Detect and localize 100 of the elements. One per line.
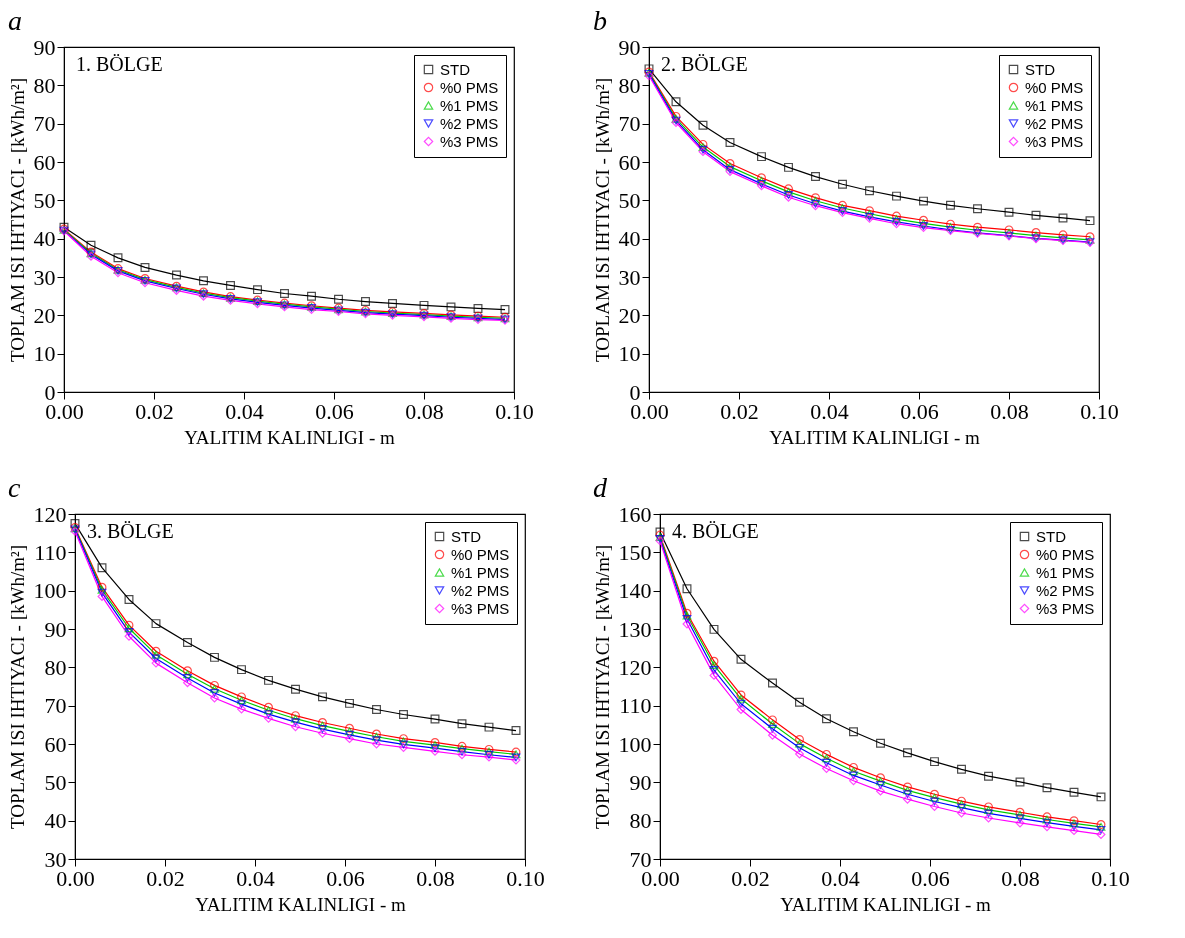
point <box>984 809 993 818</box>
y-tick-label: 80 <box>629 808 652 834</box>
point <box>210 693 219 703</box>
point <box>124 624 134 633</box>
point <box>930 793 939 802</box>
point <box>822 714 831 724</box>
point <box>849 727 858 737</box>
point <box>318 728 327 738</box>
point <box>811 172 820 182</box>
y-tick-label: 10 <box>33 341 56 367</box>
annotation: 3. BÖLGE <box>87 520 174 542</box>
point <box>946 200 955 210</box>
y-tick-label: 70 <box>629 846 652 872</box>
point <box>307 291 316 301</box>
point <box>876 738 885 748</box>
legend-label: %3 PMS <box>451 599 510 617</box>
y-tick-label: 50 <box>33 187 56 213</box>
y-axis-title: TOPLAM ISI IHTIYACI - [kWh/m²] <box>591 545 613 829</box>
y-tick-label: 90 <box>629 769 652 795</box>
point <box>210 684 219 693</box>
point <box>318 725 327 733</box>
point <box>876 781 885 789</box>
point <box>903 794 912 804</box>
point <box>280 289 289 298</box>
point <box>151 646 161 656</box>
x-tick-label: 0.06 <box>900 398 939 424</box>
legend-label: %2 PMS <box>1036 581 1095 599</box>
point <box>511 726 521 736</box>
legend-label: %0 PMS <box>1025 78 1084 96</box>
point <box>795 743 804 752</box>
point <box>430 714 440 724</box>
point <box>86 240 96 250</box>
y-tick-label: 120 <box>618 654 652 680</box>
point <box>736 699 746 708</box>
point <box>291 684 300 694</box>
point <box>709 670 719 680</box>
x-tick-label: 0.10 <box>495 398 534 424</box>
point <box>399 710 408 719</box>
point <box>1069 787 1079 797</box>
point <box>903 790 912 799</box>
legend-label: STD <box>440 60 471 78</box>
x-tick-label: 0.08 <box>405 398 444 424</box>
y-tick-label: 80 <box>44 654 67 680</box>
point <box>709 656 719 666</box>
point <box>183 670 192 679</box>
chart-title: c <box>8 472 21 503</box>
y-tick-label: 120 <box>33 501 67 527</box>
point <box>264 710 273 719</box>
point <box>1031 210 1041 220</box>
point <box>698 143 708 151</box>
point <box>822 764 831 774</box>
y-axis-title: TOPLAM ISI IHTIYACI - [kWh/m²] <box>591 78 613 362</box>
point <box>1069 822 1079 831</box>
point <box>419 300 429 310</box>
annotation: 4. BÖLGE <box>672 520 759 542</box>
legend-label: %0 PMS <box>1036 545 1095 563</box>
x-tick-label: 0.02 <box>731 865 770 891</box>
x-tick-label: 0.04 <box>236 865 275 891</box>
x-axis-title: YALITIM KALINLIGI - m <box>769 426 980 448</box>
point <box>124 595 134 604</box>
y-tick-label: 90 <box>33 34 56 60</box>
point <box>1069 826 1079 836</box>
x-tick-label: 0.10 <box>1091 865 1130 891</box>
point <box>892 191 901 201</box>
point <box>903 786 912 795</box>
point <box>795 734 804 744</box>
point <box>698 120 708 130</box>
y-tick-label: 150 <box>618 539 652 565</box>
y-tick-label: 60 <box>618 149 641 175</box>
point <box>345 698 354 708</box>
point <box>682 584 692 594</box>
point <box>124 628 134 637</box>
point <box>237 700 246 709</box>
point <box>237 704 246 714</box>
y-axis-title: TOPLAM ISI IHTIYACI - [kWh/m²] <box>6 545 28 829</box>
x-tick-label: 0.08 <box>416 865 455 891</box>
y-tick-label: 70 <box>44 693 67 719</box>
point <box>151 619 161 629</box>
point <box>1096 792 1106 802</box>
legend-label: STD <box>1025 60 1056 78</box>
point <box>682 619 692 629</box>
point <box>345 730 354 739</box>
legend-label: %0 PMS <box>451 545 510 563</box>
point <box>1015 814 1025 823</box>
point <box>822 749 831 759</box>
legend-label: %1 PMS <box>1025 96 1084 114</box>
y-tick-label: 130 <box>618 616 652 642</box>
point <box>446 302 456 312</box>
point <box>183 674 192 683</box>
point <box>973 204 982 214</box>
point <box>237 665 246 675</box>
chart-title: d <box>593 472 608 503</box>
point <box>500 305 510 315</box>
point <box>388 298 397 308</box>
y-tick-label: 40 <box>618 226 641 252</box>
point <box>784 162 793 172</box>
x-tick-label: 0.04 <box>821 865 860 891</box>
point <box>768 730 777 740</box>
legend-label: %1 PMS <box>451 563 510 581</box>
legend-label: %2 PMS <box>440 114 499 132</box>
